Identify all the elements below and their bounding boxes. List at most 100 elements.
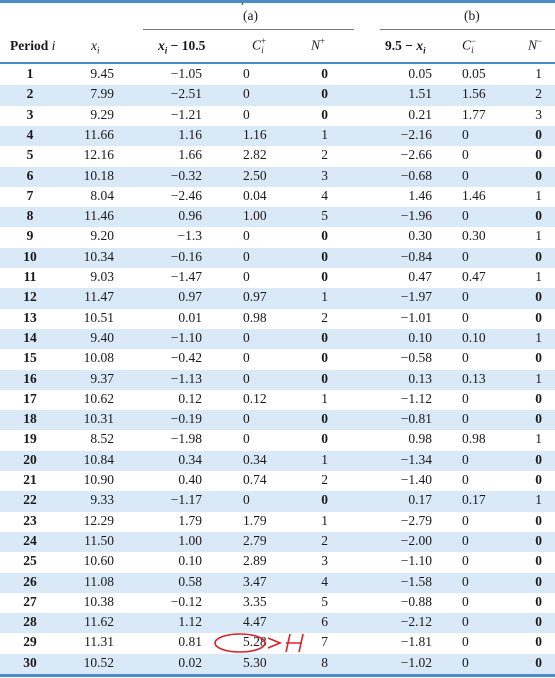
- cell-xi: 10.31: [83, 411, 114, 427]
- header-n-minus: N−: [528, 36, 543, 53]
- cell-minus-xi: −2.79: [400, 512, 432, 528]
- cell-n-plus: 7: [321, 634, 328, 650]
- cell-minus-xi: −1.96: [400, 208, 432, 224]
- cell-ci-minus: 0: [462, 593, 469, 609]
- bottom-rule: [0, 674, 555, 677]
- cell-n-plus: 0: [321, 106, 328, 122]
- cell-n-minus: 3: [535, 106, 542, 122]
- cell-xi: 10.90: [83, 472, 114, 487]
- cell-n-plus: 0: [321, 329, 328, 345]
- cell-period: 25: [23, 553, 37, 569]
- group-b-label: (b): [464, 8, 480, 23]
- cell-ci-minus: 0: [462, 472, 469, 487]
- cell-n-minus: 1: [535, 269, 542, 284]
- cell-period: 24: [23, 532, 37, 548]
- cell-n-plus: 2: [321, 309, 328, 325]
- cell-minus-xi: 0.98: [408, 431, 432, 447]
- cell-n-plus: 0: [321, 431, 328, 447]
- cell-xi-minus: −1.05: [170, 66, 202, 81]
- cell-xi-minus: −2.46: [170, 187, 202, 203]
- cell-xi-minus: −1.10: [170, 329, 202, 345]
- cell-minus-xi: −2.00: [400, 532, 432, 548]
- cell-ci-plus: 2.50: [243, 167, 267, 183]
- cell-period: 21: [23, 472, 37, 487]
- cell-ci-plus: 1.00: [243, 208, 267, 224]
- cell-ci-minus: 0: [462, 553, 469, 569]
- cell-period: 5: [26, 147, 34, 163]
- cell-n-minus: 1: [535, 187, 542, 203]
- header-xi: xi: [91, 38, 100, 56]
- cell-period: 30: [23, 654, 37, 670]
- cell-ci-plus: 0: [243, 370, 250, 386]
- cell-n-plus: 1: [321, 451, 328, 467]
- row-stripe: [0, 125, 555, 147]
- header-n-plus: N+: [311, 36, 326, 53]
- cell-ci-plus: 4.47: [243, 614, 267, 630]
- group-a-label: (a): [243, 8, 258, 23]
- cell-n-minus: 0: [535, 126, 542, 142]
- cell-ci-plus: 2.79: [243, 532, 267, 548]
- cell-xi: 9.03: [90, 269, 114, 284]
- cell-n-plus: 5: [321, 593, 328, 609]
- cell-period: 4: [26, 126, 34, 142]
- cell-n-minus: 0: [535, 248, 542, 264]
- cell-period: 13: [23, 309, 37, 325]
- cell-n-plus: 1: [321, 512, 328, 528]
- cell-n-plus: 2: [321, 147, 328, 163]
- cell-minus-xi: −0.58: [400, 350, 432, 366]
- cell-n-minus: 0: [535, 390, 542, 406]
- cell-n-minus: 0: [535, 654, 542, 670]
- cell-period: 10: [23, 248, 37, 264]
- cell-xi: 9.37: [90, 370, 114, 386]
- cell-xi: 8.04: [90, 187, 114, 203]
- cell-minus-xi: −0.68: [400, 167, 432, 183]
- annotation-circle: [214, 633, 266, 653]
- cell-n-plus: 0: [321, 228, 328, 244]
- cell-minus-xi: −1.10: [400, 553, 432, 569]
- header-minus-xi: 9.5 − xi: [385, 38, 426, 56]
- cell-ci-minus: 0: [462, 573, 469, 589]
- cell-xi-minus: 1.66: [178, 147, 202, 163]
- cell-xi: 9.40: [90, 329, 114, 345]
- row-stripe: [0, 85, 555, 106]
- cell-minus-xi: 1.46: [408, 187, 432, 203]
- cell-xi: 9.45: [90, 66, 114, 81]
- cell-xi-minus: 0.40: [178, 472, 202, 487]
- cell-xi: 9.29: [90, 106, 114, 122]
- cell-n-plus: 1: [321, 390, 328, 406]
- row-stripe: [0, 572, 555, 593]
- cell-n-plus: 8: [321, 654, 328, 670]
- cell-minus-xi: −0.88: [400, 593, 432, 609]
- cell-xi: 8.52: [90, 431, 114, 447]
- cell-n-minus: 0: [535, 451, 542, 467]
- cell-n-minus: 0: [535, 512, 542, 528]
- cell-ci-minus: 0: [462, 634, 469, 650]
- row-stripe: [0, 531, 555, 553]
- cell-ci-minus: 0: [462, 614, 469, 630]
- cell-n-minus: 0: [535, 553, 542, 569]
- row-stripe: [0, 166, 555, 187]
- cell-n-plus: 0: [321, 66, 328, 81]
- row-stripe: [0, 288, 555, 309]
- cell-ci-minus: 0: [462, 126, 469, 142]
- cell-minus-xi: 1.51: [408, 86, 432, 102]
- cell-minus-xi: 0.21: [408, 106, 432, 122]
- cell-period: 20: [23, 451, 37, 467]
- cell-ci-plus: 0.34: [243, 451, 267, 467]
- cell-ci-minus: 0: [462, 147, 469, 163]
- cell-ci-minus: 0: [462, 411, 469, 427]
- cell-ci-plus: 1.79: [243, 512, 267, 528]
- cell-minus-xi: −1.01: [400, 309, 432, 325]
- cell-period: 14: [23, 329, 37, 345]
- cell-ci-minus: 0.13: [462, 370, 486, 386]
- cell-xi-minus: −0.16: [170, 248, 202, 264]
- cell-ci-plus: 3.47: [243, 573, 267, 589]
- header-period: Period i: [10, 38, 56, 53]
- cell-xi: 12.16: [83, 147, 114, 163]
- row-stripe: [0, 328, 555, 350]
- cell-period: 18: [23, 411, 37, 427]
- cell-n-minus: 1: [535, 329, 542, 345]
- cell-ci-minus: 0: [462, 289, 469, 305]
- cell-ci-plus: 0: [243, 248, 250, 264]
- cell-period: 22: [23, 492, 37, 508]
